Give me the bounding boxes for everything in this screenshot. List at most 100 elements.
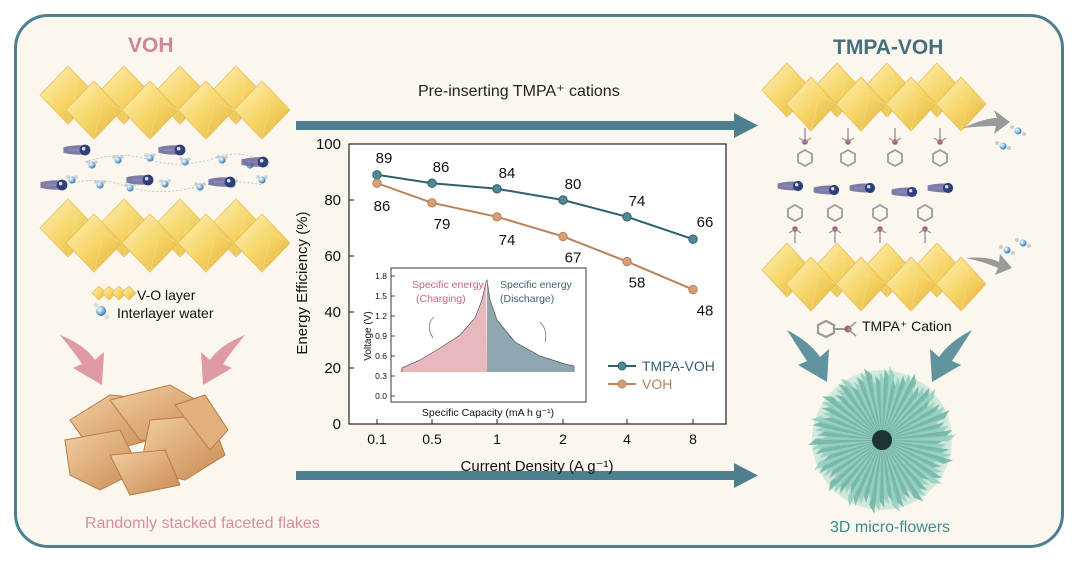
vo-octahedron bbox=[121, 213, 179, 273]
data-label: 80 bbox=[565, 176, 582, 193]
data-point bbox=[688, 284, 698, 295]
tmpa-cation bbox=[840, 128, 856, 168]
data-label: 48 bbox=[697, 303, 714, 320]
inset-y-tick-label: 1.2 bbox=[375, 311, 387, 321]
data-label: 84 bbox=[499, 165, 516, 182]
data-label: 86 bbox=[374, 198, 391, 215]
discharge-region-sub: (Discharge) bbox=[500, 293, 554, 305]
vo-octahedron bbox=[885, 76, 937, 132]
water-molecule bbox=[159, 179, 171, 188]
data-label: 86 bbox=[433, 159, 450, 176]
vo-layer-top-left bbox=[39, 65, 291, 140]
tmpa-cation bbox=[917, 203, 933, 243]
legend-label: TMPA-VOH bbox=[642, 358, 715, 374]
data-label: 79 bbox=[434, 216, 451, 233]
tmpa-cation-label: TMPA⁺ Cation bbox=[862, 318, 952, 334]
x-tick-label: 2 bbox=[559, 431, 567, 447]
water-molecule bbox=[66, 175, 78, 184]
y-axis-label: Energy Efficiency (%) bbox=[294, 211, 311, 354]
zn-ion bbox=[891, 186, 918, 198]
water-molecule bbox=[179, 157, 191, 166]
data-point bbox=[622, 256, 632, 267]
vo-octahedron bbox=[233, 80, 291, 140]
zn-ion bbox=[927, 182, 954, 194]
water-molecule bbox=[112, 155, 124, 164]
vo-octahedron bbox=[121, 80, 179, 140]
vo-layer-top-right bbox=[761, 62, 987, 132]
data-point bbox=[427, 198, 437, 208]
vo-layer-label: V-O layer bbox=[137, 287, 196, 303]
data-label: 74 bbox=[499, 232, 516, 249]
data-label: 74 bbox=[629, 193, 646, 210]
inset-y-tick-label: 1.8 bbox=[375, 271, 387, 281]
vo-octahedron bbox=[65, 213, 123, 273]
tmpa-cations bbox=[787, 128, 948, 243]
tmpa-voh-title: TMPA-VOH bbox=[833, 36, 944, 59]
data-point bbox=[622, 212, 632, 222]
zn-ion bbox=[40, 179, 68, 191]
tmpa-cation bbox=[827, 203, 843, 243]
vo-octahedron bbox=[177, 80, 235, 140]
grey-exit-arrows bbox=[963, 110, 1012, 275]
tmpa-cation bbox=[787, 203, 803, 243]
zn-ion bbox=[158, 144, 186, 156]
zn-ion bbox=[813, 184, 840, 196]
zn-ion bbox=[126, 174, 154, 186]
vo-layer-bottom-right bbox=[761, 242, 987, 312]
released-water-right bbox=[995, 125, 1031, 255]
flakes-label: Randomly stacked faceted flakes bbox=[85, 515, 320, 532]
vo-octahedron bbox=[785, 256, 837, 312]
interlayer-water-label: Interlayer water bbox=[117, 305, 214, 321]
data-label: 89 bbox=[376, 150, 393, 167]
top-transform-arrow bbox=[296, 113, 758, 138]
water-legend-icon bbox=[93, 302, 110, 320]
vo-octahedron bbox=[835, 76, 887, 132]
faceted-flakes-illustration bbox=[64, 384, 229, 496]
discharge-region-label: Specific energy bbox=[500, 279, 573, 291]
vo-octahedron bbox=[935, 76, 987, 132]
charging-energy-region bbox=[400, 282, 487, 372]
inset-x-axis-label: Specific Capacity (mA h g⁻¹) bbox=[422, 407, 554, 419]
vo-layer-bottom-left bbox=[39, 198, 291, 273]
water-molecule bbox=[194, 182, 206, 191]
interlayer-water-molecules bbox=[66, 153, 268, 192]
zn-ion bbox=[241, 156, 269, 168]
inset-y-tick-label: 0.6 bbox=[375, 351, 387, 361]
zn-ions-left bbox=[40, 144, 269, 191]
y-tick-label: 100 bbox=[316, 136, 341, 153]
y-tick-label: 80 bbox=[324, 192, 341, 209]
data-point bbox=[427, 178, 437, 188]
water-molecule bbox=[256, 175, 268, 184]
tmpa-cation bbox=[797, 128, 813, 168]
x-tick-label: 8 bbox=[689, 431, 697, 447]
vo-octahedron bbox=[65, 80, 123, 140]
water-molecule bbox=[94, 180, 106, 189]
voltage-capacity-inset: 0.0 0.3 0.6 0.9 1.2 1.5 1.8 Specific energy (C… bbox=[363, 267, 587, 419]
zn-ion bbox=[777, 180, 804, 192]
inset-y-tick-label: 0.9 bbox=[375, 331, 387, 341]
data-point bbox=[558, 231, 568, 242]
inset-y-tick-label: 1.5 bbox=[375, 291, 387, 301]
y-tick-label: 20 bbox=[324, 360, 341, 377]
data-point bbox=[688, 234, 698, 244]
data-point bbox=[492, 184, 502, 194]
x-tick-label: 1 bbox=[493, 431, 501, 447]
micro-flowers-label: 3D micro-flowers bbox=[830, 519, 951, 536]
data-point bbox=[558, 195, 568, 205]
data-point bbox=[492, 212, 502, 222]
micro-flower-illustration bbox=[808, 366, 956, 514]
x-tick-label: 0.1 bbox=[367, 431, 387, 447]
series-line-tmpa-voh bbox=[376, 173, 694, 241]
left-down-arrows bbox=[60, 335, 245, 385]
data-label: 58 bbox=[629, 275, 646, 292]
data-label: 66 bbox=[697, 214, 714, 231]
zn-ions-right bbox=[777, 180, 954, 198]
vo-octahedron bbox=[885, 256, 937, 312]
vo-octahedron bbox=[785, 76, 837, 132]
zn-ion bbox=[63, 144, 91, 156]
data-label: 67 bbox=[565, 249, 582, 266]
data-point bbox=[372, 170, 382, 180]
charging-region-sub: (Charging) bbox=[416, 293, 466, 305]
